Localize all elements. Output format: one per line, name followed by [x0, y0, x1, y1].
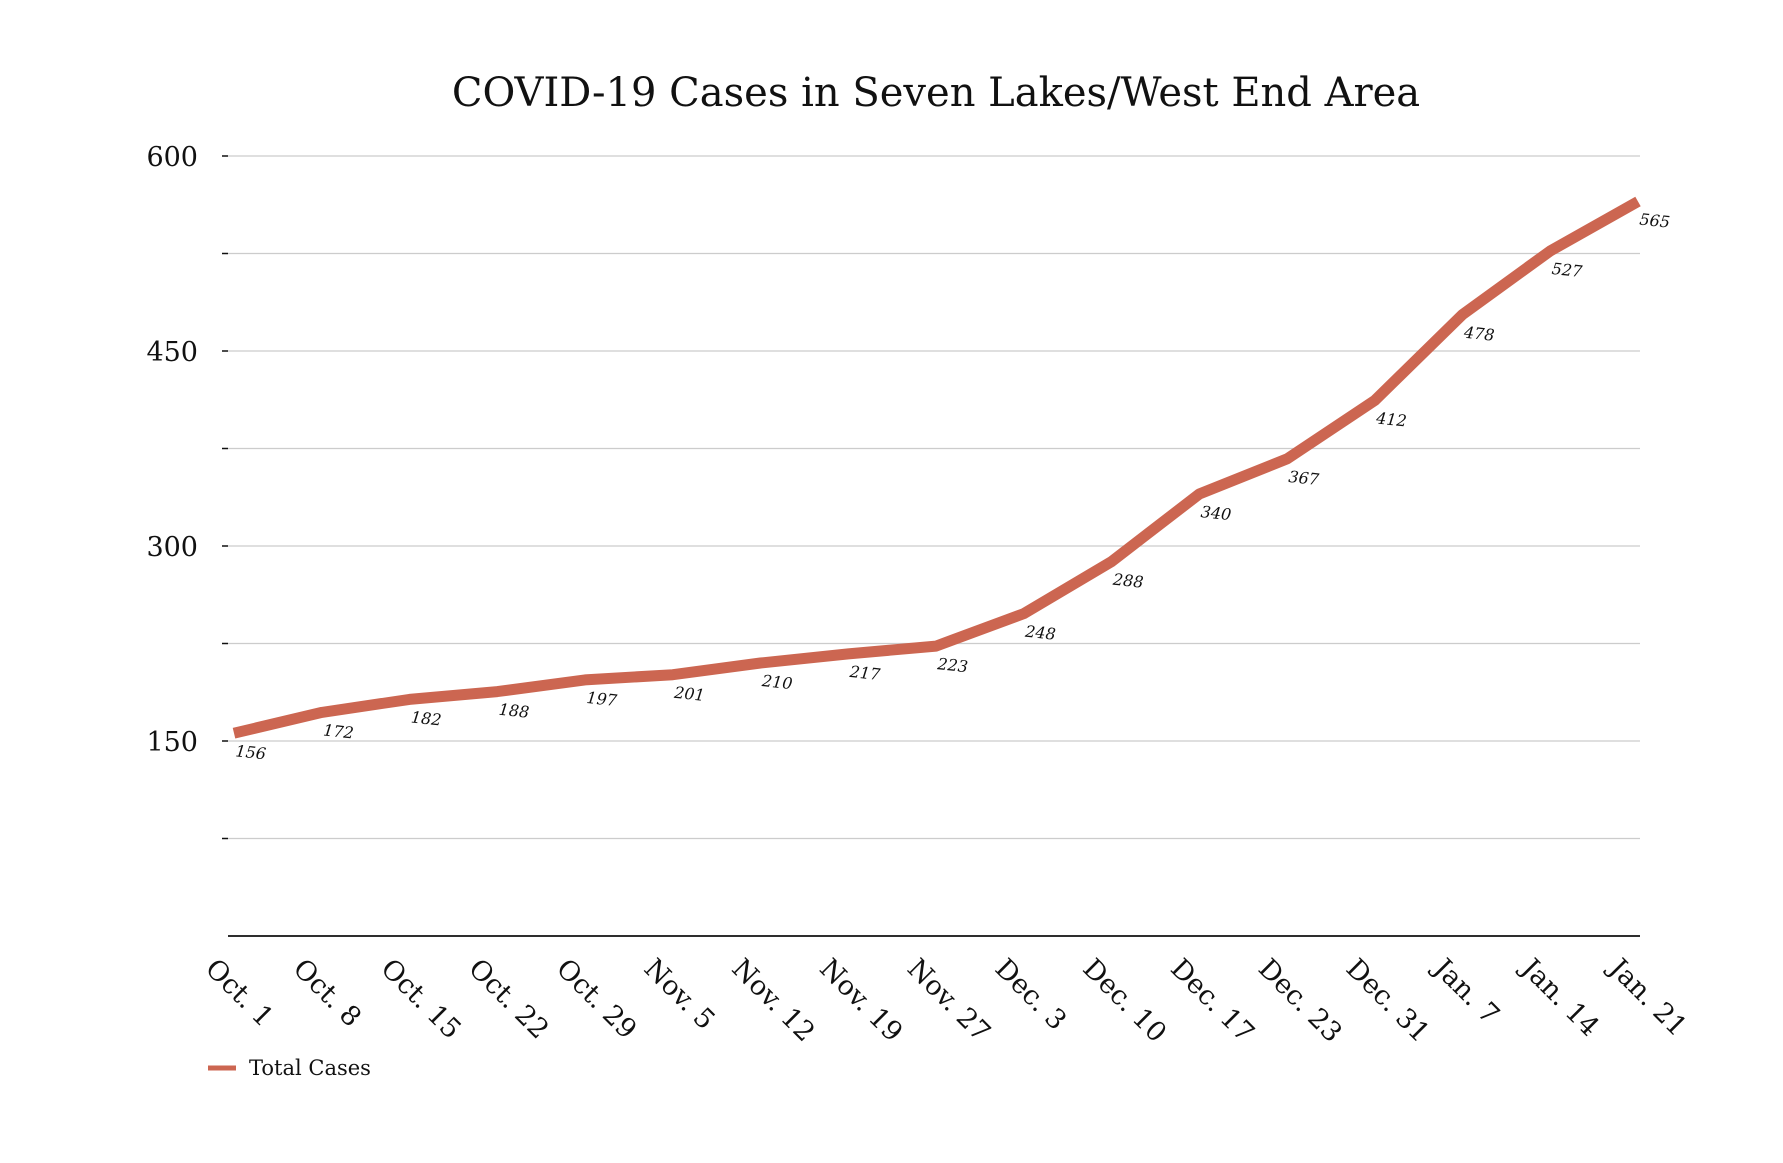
x-tick-label: Dec. 23 [1252, 953, 1348, 1049]
x-tick-label: Nov. 5 [638, 953, 721, 1036]
legend: Total Cases [208, 1056, 371, 1080]
x-tick-label: Oct. 8 [287, 953, 367, 1033]
x-tick-label: Oct. 29 [550, 953, 642, 1045]
data-label: 172 [322, 720, 354, 742]
data-label: 340 [1200, 502, 1232, 524]
x-tick-label: Dec. 17 [1164, 953, 1260, 1049]
grid-lines [228, 155, 1640, 840]
data-label: 223 [936, 654, 969, 676]
data-label: 197 [586, 688, 619, 710]
data-label: 367 [1288, 467, 1321, 489]
y-tick-label: 600 [146, 142, 198, 173]
data-label: 565 [1639, 210, 1671, 232]
series-line-total-cases [232, 196, 1641, 739]
x-tick-label: Jan. 7 [1425, 951, 1505, 1031]
data-label: 188 [498, 700, 530, 722]
x-tick-label: Jan. 14 [1513, 951, 1605, 1043]
y-tick-label: 300 [146, 532, 198, 563]
x-tick-label: Oct. 15 [375, 953, 467, 1045]
y-axis: 150 300 450 600 [146, 142, 228, 840]
data-label: 156 [235, 741, 267, 763]
data-labels: 156 172 182 188 197 201 210 217 223 248 288 340 367 4… [235, 210, 1671, 764]
x-tick-label: Nov. 27 [901, 953, 996, 1048]
chart-title: COVID-19 Cases in Seven Lakes/West End A… [452, 70, 1420, 116]
data-label: 248 [1023, 622, 1056, 644]
data-label: 478 [1462, 323, 1495, 345]
data-label: 182 [410, 707, 442, 729]
x-tick-label: Jan. 21 [1601, 951, 1693, 1043]
x-tick-label: Dec. 3 [989, 953, 1073, 1037]
series-total-cases [232, 196, 1641, 739]
data-label: 217 [848, 662, 882, 684]
x-tick-label: Nov. 19 [813, 953, 908, 1048]
x-tick-label: Dec. 10 [1077, 953, 1173, 1049]
data-label: 412 [1374, 408, 1407, 430]
x-tick-label: Oct. 22 [462, 953, 554, 1045]
x-tick-label: Nov. 12 [726, 953, 821, 1048]
data-label: 201 [672, 683, 705, 705]
y-tick-label: 450 [146, 337, 198, 368]
data-label: 527 [1551, 259, 1584, 281]
x-tick-label: Oct. 1 [199, 953, 279, 1033]
data-label: 288 [1111, 570, 1144, 592]
legend-label-total-cases: Total Cases [249, 1056, 371, 1080]
y-tick-label: 150 [146, 727, 198, 758]
data-label: 210 [760, 671, 793, 693]
x-tick-label: Dec. 31 [1340, 953, 1436, 1049]
